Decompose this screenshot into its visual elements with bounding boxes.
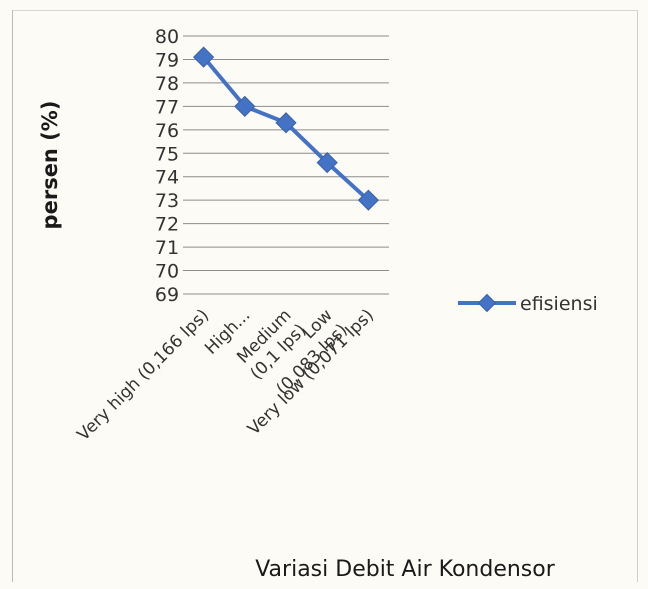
legend-label: efisiensi <box>520 293 598 315</box>
y-tick-label: 75 <box>155 143 179 165</box>
y-tick-label: 79 <box>155 49 179 71</box>
y-tick-label: 80 <box>155 26 179 48</box>
data-point <box>234 95 256 117</box>
data-point <box>357 189 380 211</box>
x-tick-label-line: Very high (0,166 lps) <box>74 305 214 445</box>
y-axis-label: persen (%) <box>38 101 62 230</box>
legend: efisiensi <box>458 293 598 315</box>
y-tick-label: 72 <box>155 214 179 236</box>
y-tick-label: 70 <box>155 261 179 283</box>
data-point <box>275 112 297 134</box>
x-axis-label: Variasi Debit Air Kondensor <box>255 557 556 582</box>
data-point <box>316 152 338 174</box>
y-tick-label: 71 <box>155 237 179 259</box>
y-tick-label: 69 <box>155 284 179 306</box>
y-tick-label: 76 <box>155 120 179 142</box>
x-tick-labels: Very high (0,166 lps)High...Medium(0,1 l… <box>74 305 378 445</box>
y-tick-label: 78 <box>155 73 179 95</box>
legend-marker <box>477 293 497 313</box>
chart-frame <box>12 10 638 582</box>
grid-lines <box>183 35 389 295</box>
y-tick-label: 73 <box>155 190 179 212</box>
data-point <box>192 46 215 68</box>
y-tick-label: 77 <box>155 96 179 118</box>
series-efisiensi <box>192 46 380 211</box>
y-tick-label: 74 <box>155 167 179 189</box>
x-tick-label: Very high (0,166 lps) <box>74 305 214 445</box>
